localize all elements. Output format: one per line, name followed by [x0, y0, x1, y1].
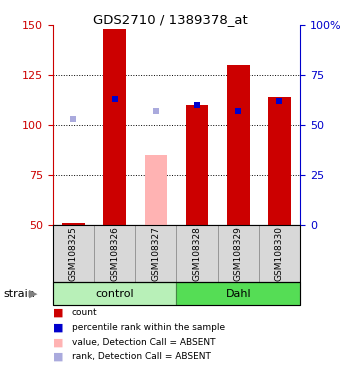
Bar [103, 29, 126, 225]
Text: ■: ■ [53, 323, 63, 333]
Bar [268, 97, 291, 225]
Bar [145, 155, 167, 225]
Text: GSM108328: GSM108328 [193, 226, 202, 281]
Text: ■: ■ [53, 308, 63, 318]
Text: Dahl: Dahl [225, 289, 251, 299]
Text: value, Detection Call = ABSENT: value, Detection Call = ABSENT [72, 338, 215, 347]
Text: ■: ■ [53, 337, 63, 347]
Text: GSM108329: GSM108329 [234, 226, 243, 281]
Text: GSM108327: GSM108327 [151, 226, 160, 281]
Text: ▶: ▶ [29, 289, 38, 299]
Text: percentile rank within the sample: percentile rank within the sample [72, 323, 225, 332]
Text: strain: strain [3, 289, 35, 299]
Text: count: count [72, 308, 97, 318]
Text: GDS2710 / 1389378_at: GDS2710 / 1389378_at [93, 13, 248, 26]
Text: rank, Detection Call = ABSENT: rank, Detection Call = ABSENT [72, 352, 210, 361]
Text: control: control [95, 289, 134, 299]
Text: ■: ■ [53, 352, 63, 362]
Bar [62, 223, 85, 225]
Text: GSM108326: GSM108326 [110, 226, 119, 281]
Text: GSM108325: GSM108325 [69, 226, 78, 281]
Bar [227, 65, 250, 225]
Text: GSM108330: GSM108330 [275, 226, 284, 281]
Bar [186, 105, 208, 225]
